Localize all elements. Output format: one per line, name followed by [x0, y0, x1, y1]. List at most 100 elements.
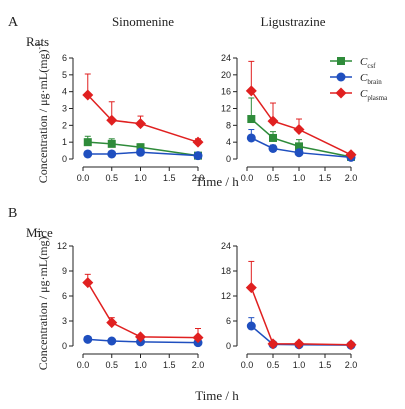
- series-line-plasma: [87, 94, 199, 143]
- data-point-brain: [268, 143, 278, 153]
- legend-marker-square: [337, 57, 345, 65]
- data-point-csf: [269, 133, 277, 142]
- y-tick-label: 2: [62, 120, 67, 130]
- row-label-mice: Mice: [26, 225, 53, 240]
- x-tick-label: 2.0: [345, 360, 358, 370]
- data-point-plasma: [267, 338, 279, 350]
- series-line-csf: [250, 118, 352, 158]
- y-tick-label: 9: [62, 266, 67, 276]
- data-point-plasma: [106, 317, 118, 329]
- data-point-plasma: [293, 124, 305, 136]
- data-point-plasma: [192, 136, 204, 148]
- data-point-brain: [246, 321, 256, 331]
- legend: Ccsf Cbrain Cplasma: [330, 56, 388, 102]
- x-tick-label: 0.5: [105, 360, 118, 370]
- legend-label-plasma: Cplasma: [360, 88, 388, 102]
- column-title-sinomenine: Sinomenine: [112, 14, 174, 29]
- data-point-brain: [193, 151, 203, 161]
- data-point-plasma: [293, 338, 305, 350]
- data-point-brain: [246, 133, 256, 143]
- legend-item-csf: Ccsf: [330, 56, 376, 70]
- x-tick-label: 1.5: [319, 173, 332, 183]
- series-line-brain: [87, 151, 199, 157]
- x-tick-label: 0.0: [241, 360, 254, 370]
- series-line-plasma: [250, 287, 352, 346]
- series-line-plasma: [250, 90, 352, 156]
- y-tick-label: 5: [62, 70, 67, 80]
- y-tick-label: 0: [226, 341, 231, 351]
- y-tick-label: 0: [62, 341, 67, 351]
- x-axis-label-b: Time / h: [195, 388, 239, 403]
- data-point-csf: [83, 138, 92, 147]
- x-axis-label-a: Time / h: [195, 174, 239, 189]
- x-tick-label: 0.5: [105, 173, 118, 183]
- x-tick-label: 0.0: [77, 173, 90, 183]
- x-tick-label: 0.0: [241, 173, 254, 183]
- data-point-plasma: [106, 114, 118, 126]
- y-tick-label: 16: [221, 87, 231, 97]
- legend-marker-diamond: [335, 87, 347, 99]
- data-point-brain: [294, 148, 304, 158]
- y-tick-label: 3: [62, 316, 67, 326]
- chart-rats-sinomenine: 0 1 2 3 4 5 6 0.0 0.5 1.0 1.5 2.0: [62, 53, 204, 183]
- data-point-brain: [83, 334, 93, 344]
- data-point-csf: [295, 142, 303, 151]
- x-tick-label: 0.5: [267, 173, 280, 183]
- y-tick-label: 12: [57, 241, 67, 251]
- x-tick-label: 1.0: [134, 360, 147, 370]
- y-tick-label: 24: [221, 241, 231, 251]
- data-point-plasma: [245, 282, 257, 294]
- chart-mice-sinomenine: 0 3 6 9 12 0.0 0.5 1.0 1.5 2.0: [57, 241, 204, 370]
- x-tick-label: 1.5: [319, 360, 332, 370]
- data-point-plasma: [82, 277, 94, 289]
- data-point-plasma: [192, 332, 204, 344]
- series-line-brain: [87, 338, 199, 344]
- chart-mice-ligustrazine: 0 6 12 18 24 0.0 0.5 1.0 1.5 2.0: [221, 241, 357, 370]
- y-tick-label: 3: [62, 104, 67, 114]
- data-point-csf: [107, 139, 116, 148]
- x-tick-label: 2.0: [345, 173, 358, 183]
- panel-label-b: B: [8, 206, 17, 221]
- x-tick-label: 0.0: [77, 360, 90, 370]
- x-tick-label: 2.0: [192, 360, 205, 370]
- row-label-rats: Rats: [26, 34, 49, 49]
- data-point-csf: [247, 115, 256, 124]
- data-point-plasma: [245, 85, 257, 97]
- y-tick-label: 1: [62, 137, 67, 147]
- y-tick-label: 0: [226, 154, 231, 164]
- y-tick-label: 4: [226, 137, 231, 147]
- panel-label-a: A: [8, 15, 19, 30]
- y-tick-label: 6: [226, 316, 231, 326]
- y-tick-label: 6: [62, 53, 67, 63]
- series-line-brain: [250, 137, 352, 159]
- data-point-brain: [107, 336, 117, 346]
- series-line-plasma: [87, 282, 199, 339]
- data-point-plasma: [135, 331, 146, 343]
- x-tick-label: 1.0: [293, 173, 306, 183]
- column-title-ligustrazine: Ligustrazine: [261, 14, 326, 29]
- x-tick-label: 1.5: [163, 173, 176, 183]
- data-point-plasma: [345, 339, 357, 351]
- data-point-plasma: [345, 149, 357, 161]
- y-tick-label: 12: [221, 291, 231, 301]
- data-point-plasma: [135, 118, 146, 130]
- y-tick-label: 12: [221, 104, 231, 114]
- y-tick-label: 24: [221, 53, 231, 63]
- data-point-brain: [136, 147, 145, 157]
- legend-item-brain: Cbrain: [330, 72, 382, 86]
- x-tick-label: 1.0: [293, 360, 306, 370]
- legend-label-brain: Cbrain: [360, 72, 382, 86]
- y-axis-label-b: Concentration / μg·mL(mg)-1: [35, 230, 50, 370]
- data-point-brain: [107, 149, 117, 159]
- y-tick-label: 0: [62, 154, 67, 164]
- legend-item-plasma: Cplasma: [330, 87, 388, 102]
- y-tick-label: 6: [62, 291, 67, 301]
- y-tick-label: 4: [62, 87, 67, 97]
- x-tick-label: 1.5: [163, 360, 176, 370]
- data-point-plasma: [82, 89, 94, 101]
- y-tick-label: 20: [221, 70, 231, 80]
- y-tick-label: 18: [221, 266, 231, 276]
- x-tick-label: 0.5: [267, 360, 280, 370]
- x-tick-label: 2.0: [192, 173, 205, 183]
